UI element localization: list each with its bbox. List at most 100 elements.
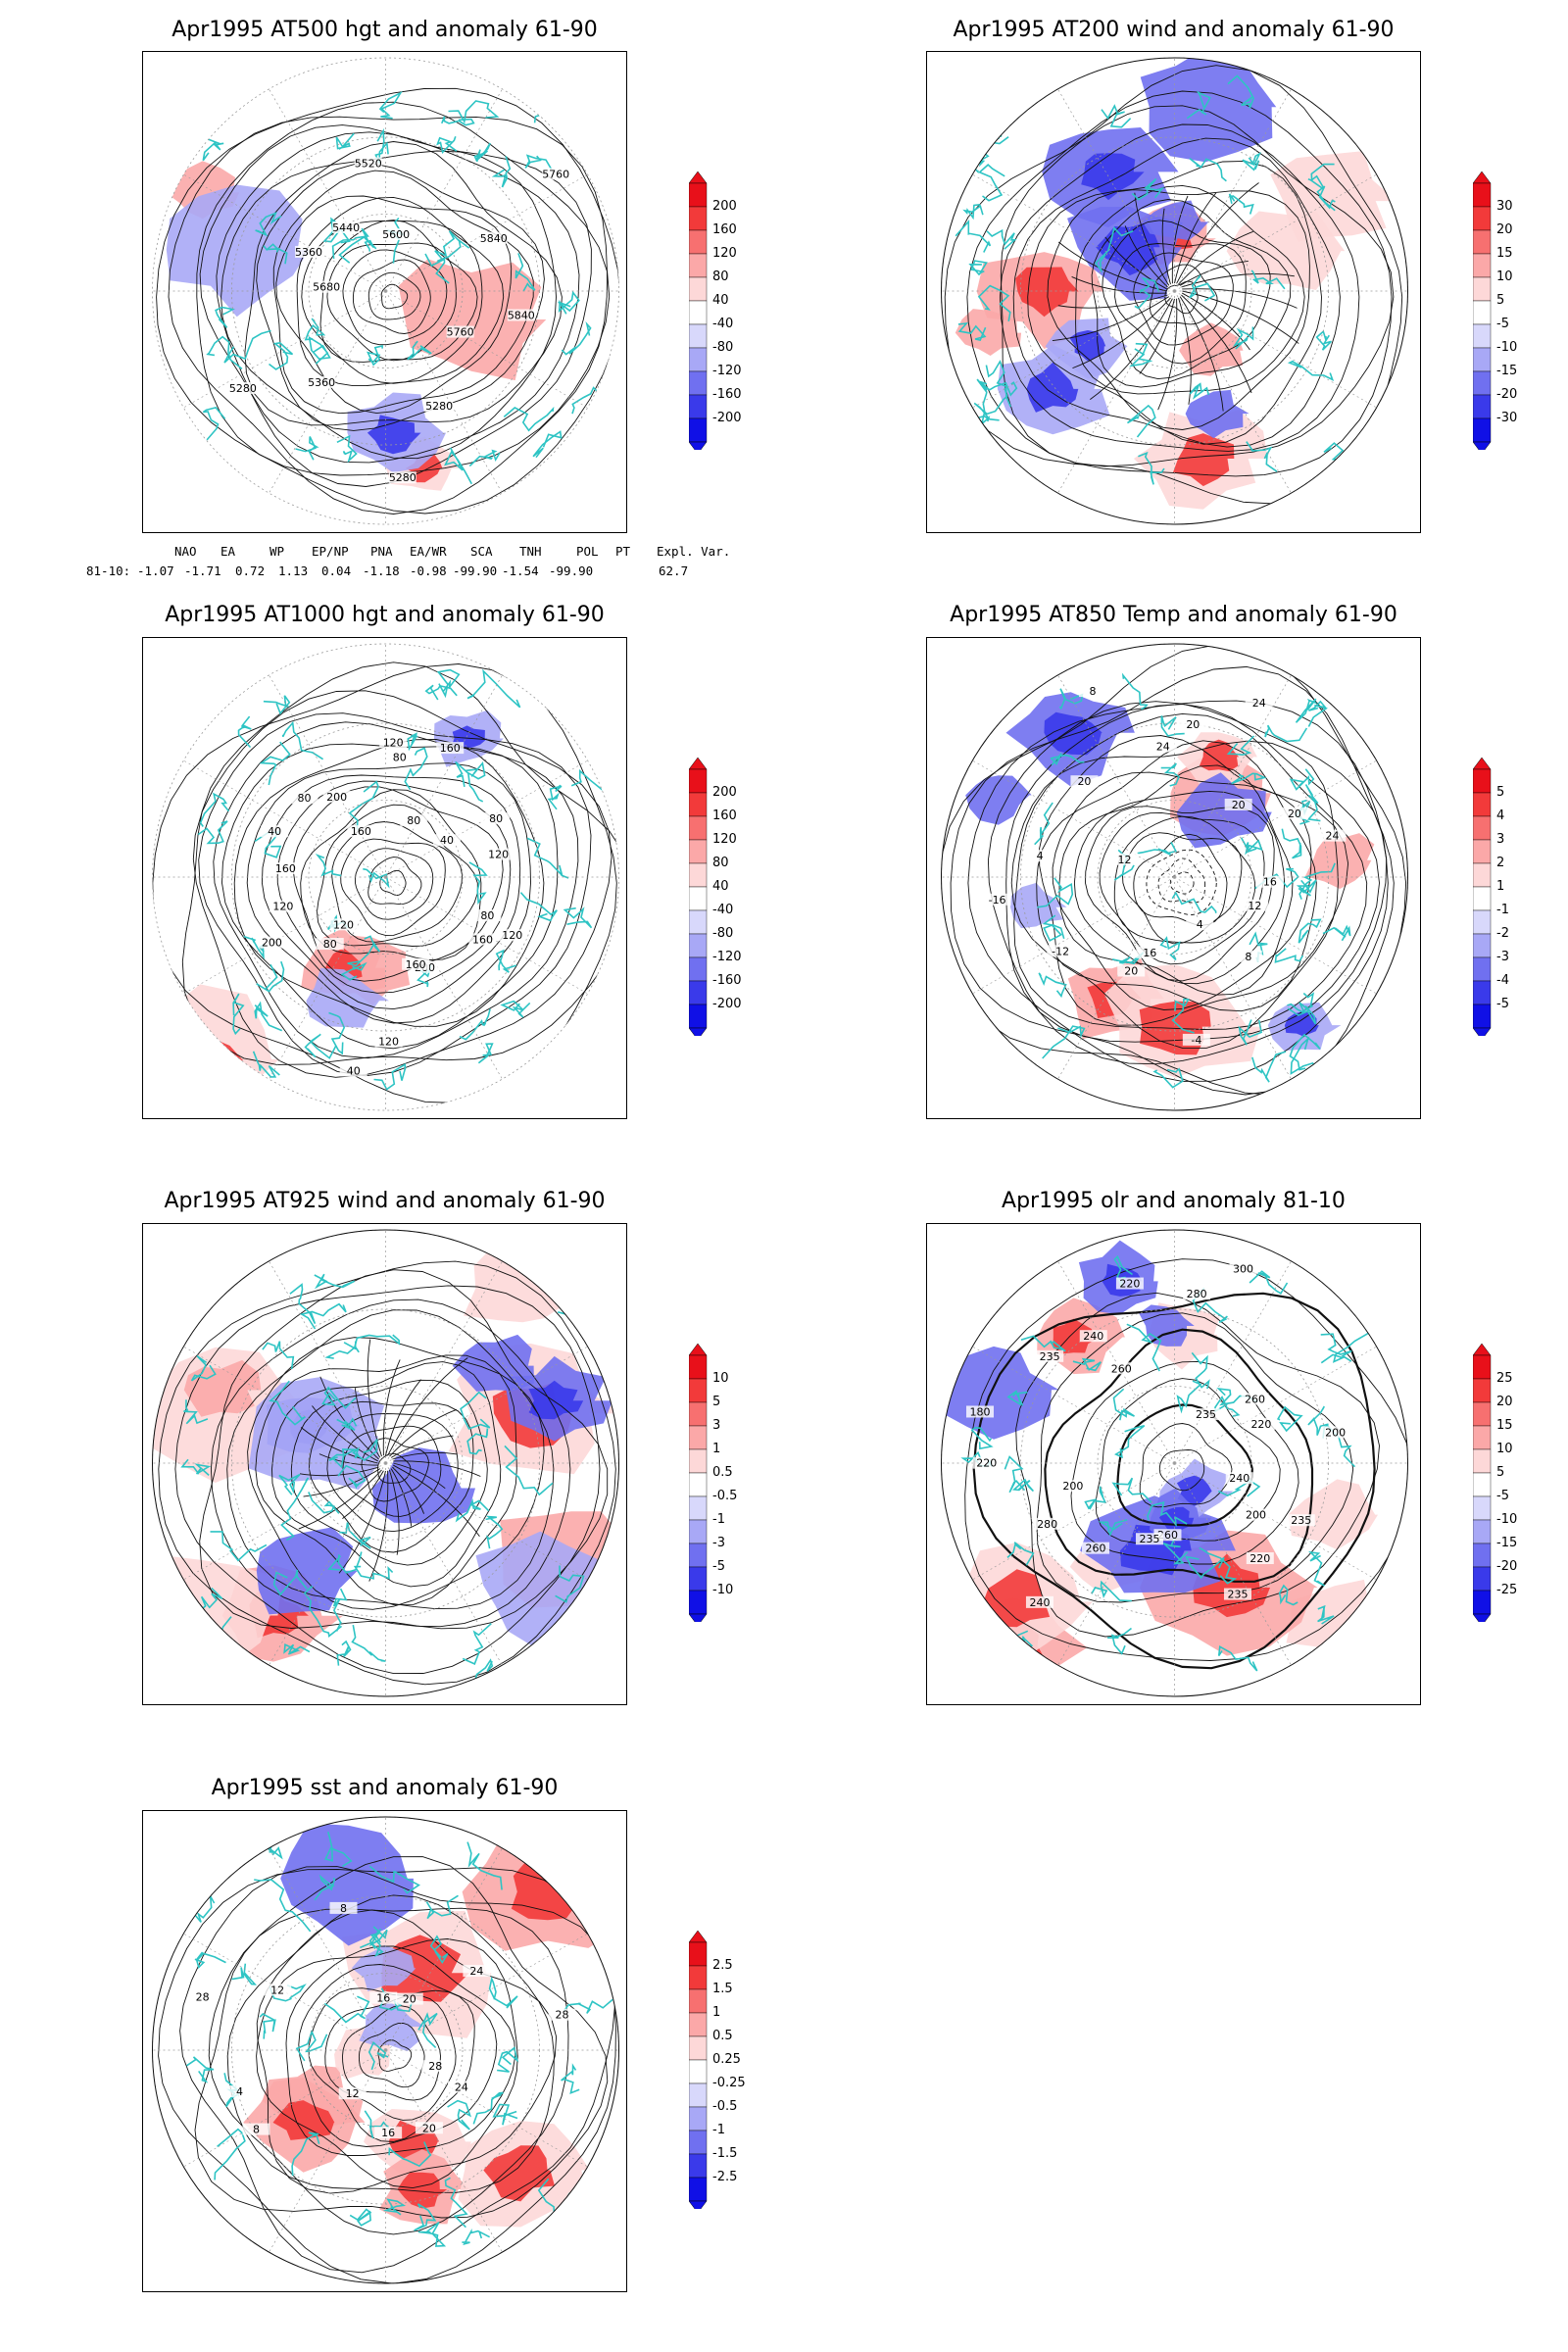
contour-line	[296, 196, 505, 387]
contour-label: 5760	[447, 326, 474, 339]
coastline	[232, 993, 245, 1036]
coastline	[252, 1051, 280, 1078]
coastline	[1320, 1326, 1379, 1364]
coastline	[1289, 768, 1315, 791]
index-value: -0.98	[410, 564, 447, 578]
coastline	[459, 1008, 491, 1041]
contour-line	[326, 242, 457, 362]
contour-label: 28	[556, 2009, 569, 2022]
map-frame: 5840 5760 5280 5280 5360 5280 5680 5360 5440 5520…	[142, 51, 627, 533]
coastline	[436, 135, 458, 155]
latitude-circle	[1020, 722, 1329, 1032]
contour-label: 20	[1288, 808, 1301, 820]
colorbar-swatch	[689, 1519, 708, 1544]
colorbar-swatch	[689, 1378, 708, 1403]
coastline	[447, 2099, 471, 2131]
streamline	[298, 1469, 382, 1530]
colorbar-swatch	[689, 2106, 708, 2132]
streamline	[393, 1464, 480, 1537]
contour-line	[210, 1298, 571, 1628]
colorbar-label: 0.5	[712, 1465, 733, 1480]
contour-line	[244, 141, 563, 426]
coastline	[337, 1464, 367, 1490]
contour-label: 235	[1040, 1350, 1060, 1363]
contour-line	[1005, 704, 1380, 1043]
colorbar-swatches	[689, 1931, 708, 2209]
coastline	[231, 1963, 258, 1985]
positive-anomaly-core	[483, 2145, 555, 2202]
contour-label: 4	[1037, 850, 1044, 862]
coastline	[269, 1984, 307, 2002]
coastline	[503, 406, 555, 432]
coastline	[407, 340, 432, 361]
streamline	[318, 1453, 378, 1466]
coastline	[378, 90, 403, 120]
map-boundary	[152, 1816, 619, 2284]
contour-line	[220, 150, 557, 460]
colorbar-label: 2.5	[712, 1958, 733, 1973]
map-content	[152, 662, 619, 1110]
colorbar-swatch	[1473, 768, 1492, 794]
coastline	[477, 1043, 494, 1064]
streamline	[300, 1427, 378, 1464]
colorbar-label: 10	[1496, 270, 1513, 284]
coastline	[1290, 1036, 1316, 1075]
contour-label-bg	[1223, 1588, 1251, 1600]
contour-line	[233, 739, 545, 1027]
coastline	[563, 1998, 613, 2014]
index-header: Expl. Var.	[657, 544, 731, 559]
contour-label-bg	[1149, 740, 1177, 753]
contour-label-bg	[385, 751, 414, 763]
coastline	[441, 116, 475, 126]
contour-label: 8	[340, 1902, 347, 1915]
contour-label-bg	[1234, 950, 1262, 962]
colorbar-label: -20	[1496, 1559, 1518, 1574]
coastline	[532, 430, 563, 459]
contour-label-bg	[329, 1901, 358, 1914]
coastline	[966, 1626, 993, 1642]
latitude-circle	[152, 57, 619, 525]
negative-anomaly	[248, 1377, 385, 1491]
coastline	[256, 960, 285, 993]
contour-line	[1044, 1328, 1314, 1583]
contour-line	[300, 789, 482, 960]
contour-label: 5280	[229, 382, 257, 395]
map-content	[152, 1230, 619, 1696]
colorbar-arrow-top	[689, 1931, 708, 1943]
coastline	[404, 747, 428, 791]
index-header: NAO	[174, 544, 197, 559]
colorbar-label: 10	[1496, 1442, 1513, 1456]
coastline	[1325, 472, 1359, 492]
coastline	[466, 1841, 503, 1890]
colorbar-label: 5	[712, 1395, 721, 1409]
contour-label: 4	[236, 2085, 243, 2098]
coastline	[382, 2198, 407, 2216]
coastline	[237, 715, 252, 749]
coastline	[1189, 382, 1210, 400]
coastline	[1126, 1323, 1162, 1372]
colorbar-swatch	[1473, 276, 1492, 302]
coastline	[1191, 1351, 1210, 1390]
colorbar-swatch	[689, 862, 708, 888]
contour-label: 120	[272, 901, 293, 913]
coastline	[388, 2141, 432, 2168]
coastline	[269, 342, 294, 370]
contour-label-bg	[382, 228, 411, 241]
colorbar-swatch	[689, 417, 708, 443]
coastline	[1171, 998, 1195, 1034]
contour-label-bg	[1241, 1393, 1269, 1405]
coastline	[1214, 1395, 1241, 1417]
coastline	[1006, 1390, 1028, 1406]
contour-label-bg	[548, 2008, 576, 2021]
contour-label: 12	[1118, 854, 1132, 866]
contour-line	[196, 101, 611, 476]
colorbar-swatch	[689, 1472, 708, 1497]
contour-line	[216, 131, 580, 464]
coastline	[1042, 914, 1065, 942]
map-canvas	[152, 1229, 619, 1697]
contour-label-bg	[1135, 1533, 1163, 1545]
coastline	[315, 853, 342, 877]
coastline	[1276, 1405, 1303, 1433]
colorbar-swatch	[689, 909, 708, 935]
contour-line	[1012, 137, 1341, 448]
